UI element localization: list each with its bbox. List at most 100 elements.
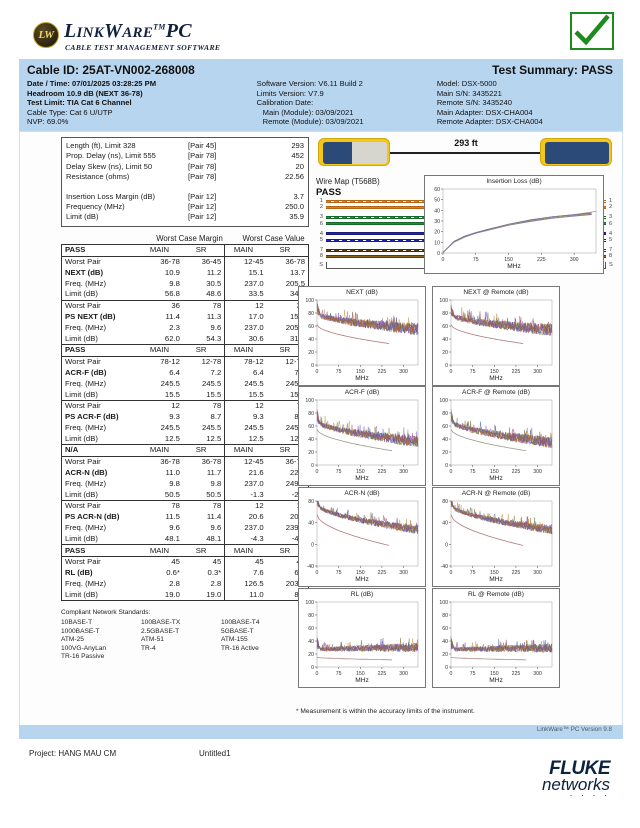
- chart-canvas: 0 20 40 60 80 100 0 75 150 225 300: [439, 398, 553, 475]
- cell-margin-main: 2.8: [169, 579, 180, 589]
- banner-calibration-date: Calibration Date:: [256, 98, 314, 108]
- chart-x-axis-label: MHz: [489, 576, 503, 583]
- standard-item: 100BASE-TX: [141, 618, 181, 626]
- cell-margin-main: 19.0: [141, 589, 183, 602]
- table-row: Limit (dB)62.054.330.631.6: [61, 333, 309, 345]
- table-row: Worst Pair45454545: [61, 556, 309, 568]
- cell-margin-sr: 7.2: [182, 367, 226, 379]
- summary-row: Delay Skew (ns), Limit 50 [Pair 78] 20: [66, 162, 304, 172]
- table-row: Freq. (MHz) 2.8 2.8 126.5 203.0: [61, 578, 309, 590]
- svg-text:60: 60: [442, 626, 448, 632]
- svg-text:40: 40: [308, 337, 314, 343]
- cell-margin-main: 11.0: [165, 468, 180, 478]
- wiremap-pin-left: 2: [319, 204, 323, 211]
- chart-x-axis-label: MHz: [489, 375, 503, 382]
- summary-row: Resistance (ohms) [Pair 78] 22.56: [66, 172, 304, 182]
- chart-title: RL @ Remote (dB): [468, 591, 524, 598]
- wiremap-status: PASS: [316, 187, 342, 198]
- table-row: Worst Pair 36-78 36-78 12-45 36-78: [61, 455, 309, 468]
- row-label: Freq. (MHz): [61, 522, 141, 534]
- wiremap-title: Wire Map (T568B): [316, 177, 380, 186]
- cell-value-main: 12: [224, 299, 267, 312]
- chart-acr-n-remote-db: ACR-N @ Remote (dB) -40 0 40 80 0 75 150 225 300 M…: [432, 487, 560, 587]
- summary-value: 35.9: [289, 212, 304, 222]
- row-label: Freq. (MHz): [61, 378, 141, 390]
- svg-text:225: 225: [378, 469, 387, 475]
- svg-text:300: 300: [399, 671, 408, 677]
- cell-value-main: 237.0: [224, 478, 267, 490]
- svg-text:80: 80: [308, 613, 314, 619]
- svg-text:40: 40: [308, 521, 314, 527]
- svg-text:80: 80: [442, 613, 448, 619]
- cell-margin-sr: 11.2: [182, 267, 226, 279]
- cell-margin-sr: 12.5: [182, 433, 226, 445]
- standards-row: TR-16 Passive: [61, 653, 309, 662]
- summary-row: Length (ft), Limit 328 [Pair 45] 293: [66, 141, 304, 151]
- wiremap-pin-left: 8: [319, 253, 323, 260]
- cell-margin-sr: 48.6: [182, 289, 226, 301]
- svg-text:150: 150: [356, 369, 365, 375]
- svg-text:225: 225: [537, 257, 546, 263]
- wiremap-shield-right: S: [609, 261, 613, 268]
- col-header: SR: [182, 344, 226, 357]
- svg-text:75: 75: [336, 469, 342, 475]
- chart-rl-db: RL (dB) 0 20 40 60 80 100 0 75 150 225 300 MHz: [298, 588, 426, 688]
- banner-remote-sn: Remote S/N: 3435240: [436, 98, 512, 108]
- summary-spacer: [66, 183, 304, 192]
- svg-text:100: 100: [305, 600, 314, 606]
- table-row: Worst Pair36781236: [61, 299, 309, 312]
- cell-margin-main: 48.1: [164, 533, 180, 543]
- worst-case-value-header: Worst Case Value: [242, 233, 305, 243]
- svg-text:0: 0: [445, 363, 448, 369]
- svg-text:150: 150: [504, 257, 513, 263]
- wiremap-pin-right: 6: [609, 220, 613, 227]
- summary-pair: [Pair 78]: [188, 172, 217, 182]
- svg-text:150: 150: [356, 570, 365, 576]
- table-row: Freq. (MHz) 9.8 30.5 237.0 205.5: [61, 278, 309, 290]
- chart-plot-area: 0 20 40 60 80 100 0 75 150 225 300: [300, 397, 424, 475]
- svg-text:40: 40: [308, 437, 314, 443]
- block-status: PASS: [61, 544, 141, 557]
- cell-margin-main: 50.5: [164, 489, 180, 499]
- svg-text:80: 80: [442, 311, 448, 317]
- svg-text:0: 0: [450, 369, 453, 375]
- standards-title: Compliant Network Standards:: [61, 609, 151, 617]
- block-status: N/A: [61, 444, 141, 457]
- table-row: Worst Pair12781278: [61, 399, 309, 412]
- logo-mark-text: LW: [38, 29, 54, 41]
- cell-margin-sr: 15.5: [182, 389, 226, 401]
- cell-value-main: 12: [224, 500, 267, 512]
- standard-item: 100BASE-T4: [221, 618, 260, 626]
- svg-text:150: 150: [356, 671, 365, 677]
- banner-main-adapter: Main Adapter: DSX-CHA004: [436, 107, 533, 117]
- svg-text:75: 75: [336, 570, 342, 576]
- summary-row: Limit (dB) [Pair 12] 35.9: [66, 212, 304, 222]
- worst-case-margin-header: Worst Case Margin: [156, 233, 223, 243]
- wiremap-pin-right: 5: [609, 237, 613, 244]
- banner-cable-type: Cable Type: Cat 6 U/UTP: [27, 107, 113, 117]
- summary-pair: [Pair 45]: [188, 141, 217, 150]
- cell-margin-main: 12.5: [164, 433, 180, 443]
- summary-label: Resistance (ohms): [66, 172, 130, 182]
- standard-item: ATM-51: [141, 636, 164, 644]
- chart-acr-f-db: ACR-F (dB) 0 20 40 60 80 100 0 75 150 225 300 MHz: [298, 386, 426, 486]
- chart-plot-area: 0 20 40 60 80 100 0 75 150 225 300: [434, 297, 558, 375]
- svg-text:20: 20: [308, 350, 314, 356]
- row-label: Worst Pair: [61, 299, 141, 312]
- chart-x-axis-label: MHz: [355, 475, 369, 482]
- row-label: Worst Pair: [61, 255, 141, 268]
- standard-item: 1000BASE-T: [61, 627, 100, 635]
- fluke-dots: · · · ·: [569, 790, 610, 800]
- banner-test-limit: Test Limit: TIA Cat 6 Channel: [27, 98, 132, 108]
- chart-canvas: 0 20 40 60 80 100 0 75 150 225 300: [305, 298, 419, 375]
- table-row: Limit (dB)48.148.1-4.3-4.5: [61, 533, 309, 545]
- chart-plot-area: 0 20 40 60 80 100 0 75 150 225 300: [300, 297, 424, 375]
- svg-text:150: 150: [356, 469, 365, 475]
- cell-margin-main: 2.3: [169, 322, 180, 332]
- cell-value-main: 20.6: [224, 511, 267, 523]
- summary-row: Frequency (MHz) [Pair 12] 250.0: [66, 202, 304, 212]
- table-row: Limit (dB)56.848.633.534.6: [61, 289, 309, 301]
- wiremap-pin-right: 7: [609, 247, 613, 254]
- chart-x-axis-label: MHz: [489, 475, 503, 482]
